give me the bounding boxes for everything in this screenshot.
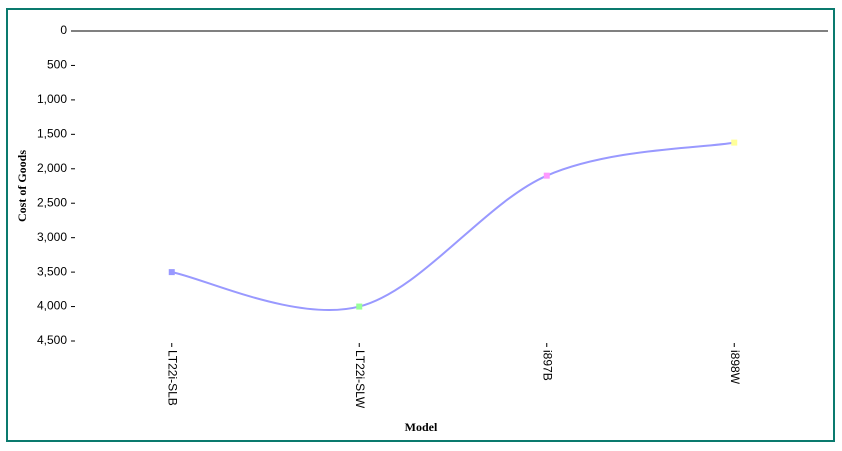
point xyxy=(731,139,738,146)
point xyxy=(543,172,550,179)
y-tick-label: 0 xyxy=(60,23,67,37)
x-tick-label: LT22i-SLW xyxy=(353,350,367,409)
x-axis-title: Model xyxy=(405,420,438,434)
y-tick-label: 3,500 xyxy=(37,264,67,278)
y-tick-label: 2,500 xyxy=(37,195,67,209)
x-tick-label: i898W xyxy=(728,350,742,385)
y-axis-title: Cost of Goods xyxy=(15,150,29,222)
y-tick-label: 500 xyxy=(47,58,67,72)
point xyxy=(168,269,175,276)
y-tick-label: 4,500 xyxy=(37,333,67,347)
x-tick-label: LT22i-SLB xyxy=(166,350,180,406)
y-tick-label: 1,500 xyxy=(37,127,67,141)
y-tick-label: 3,000 xyxy=(37,230,67,244)
frame xyxy=(6,8,835,442)
y-tick-label: 1,000 xyxy=(37,92,67,106)
line xyxy=(171,141,735,311)
x-tick-label: i897B xyxy=(541,350,555,381)
y-tick-label: 4,000 xyxy=(37,299,67,313)
point xyxy=(356,303,363,310)
y-tick-label: 2,000 xyxy=(37,161,67,175)
